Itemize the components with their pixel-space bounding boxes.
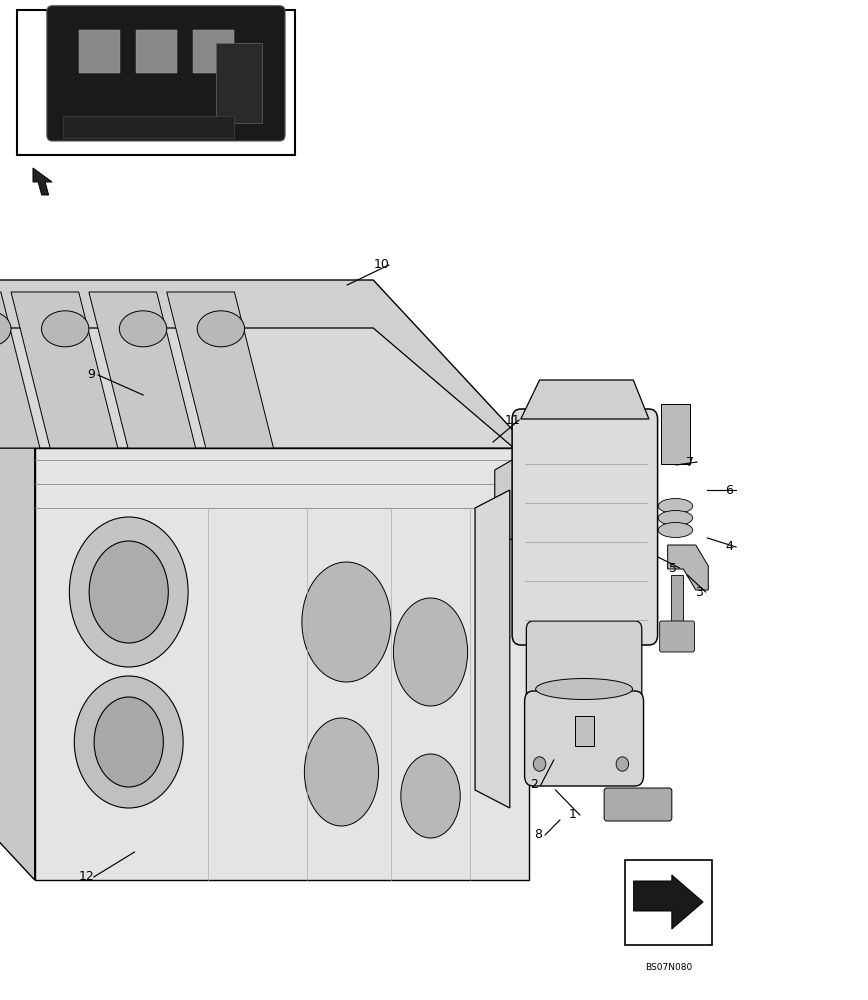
FancyBboxPatch shape bbox=[660, 621, 694, 652]
Bar bbox=[575, 716, 595, 746]
Polygon shape bbox=[89, 292, 195, 448]
Ellipse shape bbox=[658, 498, 693, 514]
FancyBboxPatch shape bbox=[604, 788, 672, 821]
Text: 10: 10 bbox=[374, 258, 390, 271]
Bar bbox=[136, 30, 177, 73]
Ellipse shape bbox=[658, 510, 693, 526]
Ellipse shape bbox=[305, 718, 378, 826]
Ellipse shape bbox=[658, 522, 693, 538]
Polygon shape bbox=[33, 168, 52, 195]
Text: 12: 12 bbox=[79, 870, 95, 884]
Text: 2: 2 bbox=[529, 778, 538, 792]
Text: 9: 9 bbox=[87, 368, 95, 381]
Ellipse shape bbox=[69, 517, 188, 667]
Polygon shape bbox=[0, 292, 40, 448]
Polygon shape bbox=[0, 280, 35, 880]
Ellipse shape bbox=[89, 541, 168, 643]
Bar bbox=[63, 116, 234, 138]
Bar bbox=[79, 30, 121, 73]
Bar bbox=[671, 575, 683, 629]
FancyBboxPatch shape bbox=[47, 6, 285, 141]
Polygon shape bbox=[35, 448, 529, 880]
Text: 1: 1 bbox=[569, 808, 577, 822]
Bar bbox=[17, 10, 295, 155]
Text: 11: 11 bbox=[504, 414, 520, 426]
Ellipse shape bbox=[119, 311, 167, 347]
Circle shape bbox=[616, 757, 628, 771]
Ellipse shape bbox=[393, 598, 468, 706]
Text: BS07N080: BS07N080 bbox=[645, 963, 692, 972]
Text: 6: 6 bbox=[725, 484, 733, 496]
Ellipse shape bbox=[75, 676, 183, 808]
Text: 7: 7 bbox=[686, 456, 694, 468]
Polygon shape bbox=[475, 490, 510, 808]
Polygon shape bbox=[11, 292, 118, 448]
Bar bbox=[661, 404, 689, 464]
Text: 5: 5 bbox=[668, 562, 677, 574]
Ellipse shape bbox=[0, 311, 11, 347]
Ellipse shape bbox=[302, 562, 391, 682]
Ellipse shape bbox=[94, 697, 163, 787]
Ellipse shape bbox=[536, 678, 633, 700]
Bar bbox=[625, 860, 712, 945]
FancyBboxPatch shape bbox=[526, 621, 641, 703]
Bar bbox=[216, 43, 261, 123]
Text: 3: 3 bbox=[694, 585, 703, 598]
Polygon shape bbox=[634, 875, 703, 929]
Ellipse shape bbox=[197, 311, 245, 347]
Text: 8: 8 bbox=[534, 828, 542, 842]
Ellipse shape bbox=[401, 754, 460, 838]
Polygon shape bbox=[0, 328, 514, 448]
Polygon shape bbox=[667, 545, 708, 590]
FancyBboxPatch shape bbox=[524, 691, 643, 786]
Bar bbox=[194, 30, 234, 73]
Polygon shape bbox=[167, 292, 273, 448]
Text: 4: 4 bbox=[725, 540, 733, 554]
Ellipse shape bbox=[42, 311, 89, 347]
Polygon shape bbox=[495, 455, 521, 545]
Circle shape bbox=[533, 757, 546, 771]
Polygon shape bbox=[0, 280, 529, 448]
Polygon shape bbox=[521, 380, 649, 419]
FancyBboxPatch shape bbox=[512, 409, 658, 645]
